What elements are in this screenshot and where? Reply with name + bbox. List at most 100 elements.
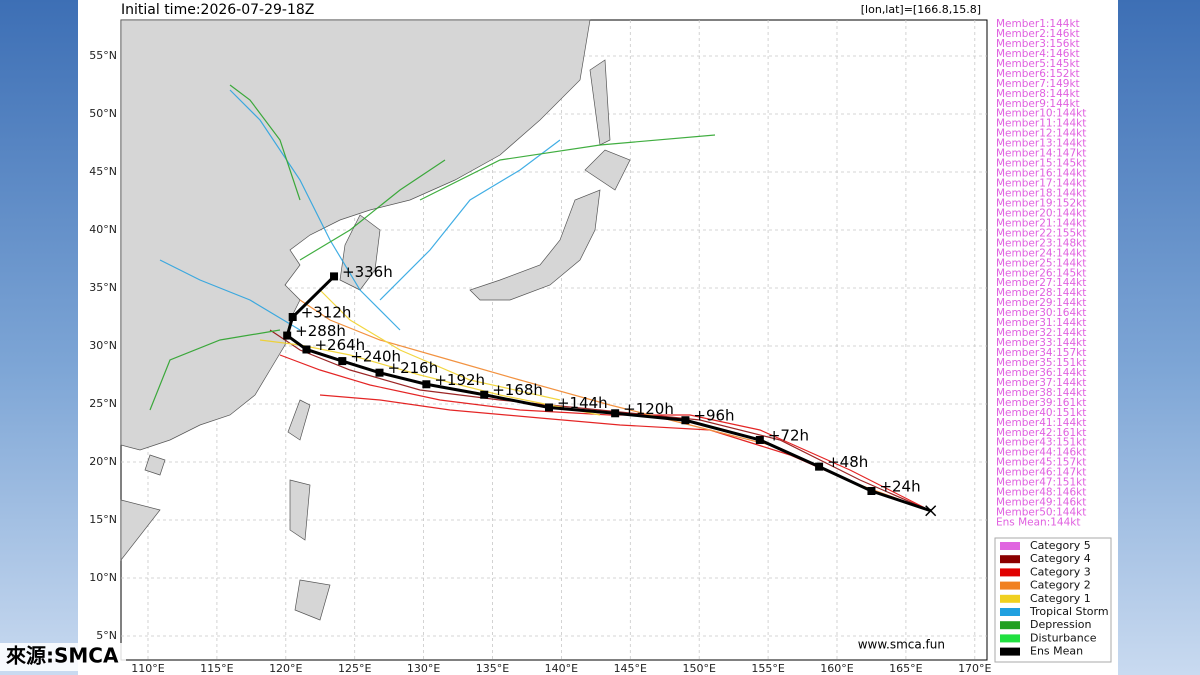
track-point <box>815 462 824 471</box>
track-label: +120h <box>623 400 674 418</box>
lon-tick-label: 135°E <box>476 662 509 675</box>
legend-label: Category 3 <box>1030 565 1091 578</box>
start-marker <box>925 505 937 517</box>
track-label: +264h <box>314 336 365 354</box>
member-track <box>149 329 281 411</box>
legend-swatch <box>1000 634 1020 643</box>
member-label: Member25:144kt <box>996 257 1086 269</box>
track-point <box>544 403 553 412</box>
lon-tick-label: 125°E <box>338 662 371 675</box>
member-label: Member31:144kt <box>996 317 1086 329</box>
lon-tick-label: 155°E <box>751 662 784 675</box>
member-label: Member29:144kt <box>996 297 1086 309</box>
track-label: +216h <box>388 359 439 377</box>
member-label: Member14:147kt <box>996 148 1086 160</box>
member-label: Member2:146kt <box>996 28 1080 40</box>
member-track <box>299 159 446 261</box>
member-label: Member37:144kt <box>996 377 1086 389</box>
lon-tick-label: 130°E <box>407 662 440 675</box>
member-label: Member38:144kt <box>996 387 1086 399</box>
hainan <box>144 454 166 476</box>
member-label: Ens Mean:144kt <box>996 517 1080 529</box>
member-label: Member13:144kt <box>996 138 1086 150</box>
mindanao <box>294 579 331 621</box>
track-point <box>422 380 431 389</box>
member-label: Member30:164kt <box>996 307 1086 319</box>
track-label: +240h <box>350 348 401 366</box>
taiwan <box>287 399 311 441</box>
member-label: Member45:157kt <box>996 457 1086 469</box>
member-label: Member16:144kt <box>996 168 1086 180</box>
member-label: Member21:144kt <box>996 217 1086 229</box>
lat-tick-label: 25°N <box>89 397 117 410</box>
lon-tick-label: 120°E <box>269 662 302 675</box>
lat-tick-label: 55°N <box>89 49 117 62</box>
legend-swatch <box>1000 568 1020 577</box>
member-label: Member48:146kt <box>996 487 1086 499</box>
member-track <box>279 354 932 512</box>
member-label: Member20:144kt <box>996 207 1086 219</box>
mainland <box>120 19 591 451</box>
lat-tick-label: 50°N <box>89 107 117 120</box>
lon-tick-label: 160°E <box>820 662 853 675</box>
legend-swatch <box>1000 581 1020 590</box>
website: www.smca.fun <box>858 638 945 652</box>
member-list: Member1:144ktMember2:146ktMember3:156ktM… <box>996 18 1086 529</box>
ens-mean-track: +24h +48h +72h +96h +120h +144h +168h +192h+216… <box>283 263 937 517</box>
track-label: +192h <box>434 371 485 389</box>
member-label: Member33:144kt <box>996 337 1086 349</box>
member-label: Member27:144kt <box>996 277 1086 289</box>
member-label: Member46:147kt <box>996 467 1086 479</box>
legend-swatch <box>1000 647 1020 656</box>
lat-tick-label: 15°N <box>89 513 117 526</box>
track-label: +72h <box>768 426 809 444</box>
member-label: Member10:144kt <box>996 108 1086 120</box>
lon-tick-label: 165°E <box>889 662 922 675</box>
member-label: Member26:145kt <box>996 267 1086 279</box>
hokkaido <box>584 149 631 191</box>
track-label: +168h <box>492 381 543 399</box>
legend-label: Tropical Storm <box>1029 605 1109 618</box>
lat-tick-label: 30°N <box>89 339 117 352</box>
member-label: Member44:146kt <box>996 447 1086 459</box>
member-label: Member49:146kt <box>996 497 1086 509</box>
member-label: Member39:161kt <box>996 397 1086 409</box>
member-label: Member4:146kt <box>996 48 1080 60</box>
legend-label: Depression <box>1030 618 1092 631</box>
track-label: +288h <box>295 322 346 340</box>
member-label: Member24:144kt <box>996 247 1086 259</box>
member-label: Member42:161kt <box>996 427 1086 439</box>
lat-tick-label: 35°N <box>89 281 117 294</box>
track-point <box>867 487 876 495</box>
member-label: Member12:144kt <box>996 128 1086 140</box>
legend-swatch <box>1000 608 1020 616</box>
land <box>120 19 631 621</box>
init-time: Initial time:2026-07-29-18Z <box>121 2 314 18</box>
member-label: Member36:144kt <box>996 367 1086 379</box>
track-point <box>681 416 690 425</box>
legend-label: Category 4 <box>1030 552 1091 565</box>
track-point <box>283 331 292 340</box>
track-point <box>611 409 620 418</box>
legend-swatch <box>1000 542 1020 550</box>
legend-label: Ens Mean <box>1030 645 1083 658</box>
track-point <box>755 435 764 444</box>
luzon <box>289 479 311 541</box>
track-label: +96h <box>693 407 734 425</box>
member-track <box>419 134 716 201</box>
sakhalin <box>589 59 611 146</box>
member-track <box>229 84 301 201</box>
member-label: Member1:144kt <box>996 18 1080 30</box>
track-point <box>288 313 297 321</box>
member-label: Member3:156kt <box>996 38 1080 50</box>
lon-tick-label: 110°E <box>131 662 164 675</box>
member-label: Member9:144kt <box>996 98 1080 110</box>
member-label: Member50:144kt <box>996 507 1086 519</box>
member-label: Member34:157kt <box>996 347 1086 359</box>
member-label: Member43:151kt <box>996 437 1086 449</box>
lat-tick-label: 5°N <box>96 629 117 642</box>
track-label: +336h <box>342 263 393 281</box>
japan <box>469 189 601 301</box>
track-label: +144h <box>557 394 608 412</box>
